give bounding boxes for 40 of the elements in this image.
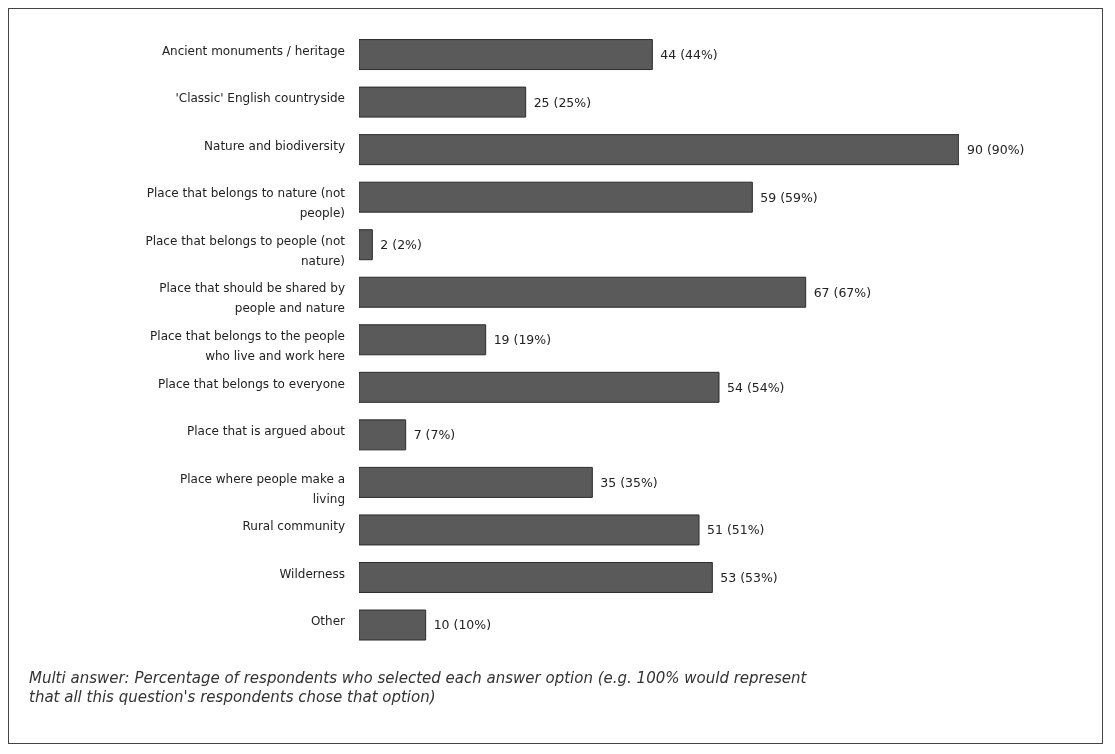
data-label: 44 (44%): [660, 46, 718, 62]
y-tick-label: Nature and biodiversity: [204, 138, 345, 153]
data-label: 7 (7%): [413, 427, 456, 443]
y-tick-label: 'Classic' English countryside: [175, 91, 345, 106]
y-tick-label: Wilderness: [279, 566, 345, 581]
y-tick-label: Place that belongs to the people who live and work here: [150, 329, 345, 363]
bar: [359, 134, 959, 166]
data-label: 54 (54%): [727, 379, 785, 395]
bar: [359, 86, 527, 118]
y-tick-label: Rural community: [242, 519, 345, 534]
y-tick-label: Other: [310, 614, 346, 629]
bar: [359, 324, 487, 356]
bar: [359, 609, 427, 641]
y-tick-label: Place that belongs to people (not nature): [145, 233, 346, 268]
data-label: 53 (53%): [720, 569, 778, 585]
data-label: 90 (90%): [967, 142, 1025, 158]
y-tick-label: Place that is argued about: [186, 424, 346, 439]
bar: [359, 561, 713, 593]
bar: [359, 181, 753, 213]
y-tick-label: Place that belongs to everyone: [158, 376, 345, 391]
data-label: 2 (2%): [380, 237, 422, 253]
y-tick-label: Ancient monuments / heritage: [161, 43, 345, 58]
y-tick-label: Place where people make a living: [180, 471, 345, 506]
data-label: 59 (59%): [760, 189, 818, 205]
data-label: 10 (10%): [433, 617, 492, 633]
data-label: 19 (19%): [493, 332, 552, 348]
bar: [359, 466, 593, 498]
bar: [359, 514, 700, 546]
bar: [359, 39, 653, 71]
data-label: 67 (67%): [813, 284, 872, 300]
text: Multi answer: Percentage of respondents who selected each answer option (e.g. 100% would represent that all this question's respondents chose that option): [29, 669, 808, 707]
data-label: 35 (35%): [600, 474, 658, 490]
y-tick-label: Place that belongs to nature (not people): [146, 186, 346, 221]
data-label: 51 (51%): [707, 522, 765, 538]
bar: [359, 229, 373, 261]
bar: [359, 419, 407, 451]
bar: [359, 371, 720, 403]
bar: [359, 276, 807, 308]
data-label: 25 (25%): [533, 94, 592, 110]
y-tick-label: Place that should be shared by people and nature: [159, 281, 345, 316]
